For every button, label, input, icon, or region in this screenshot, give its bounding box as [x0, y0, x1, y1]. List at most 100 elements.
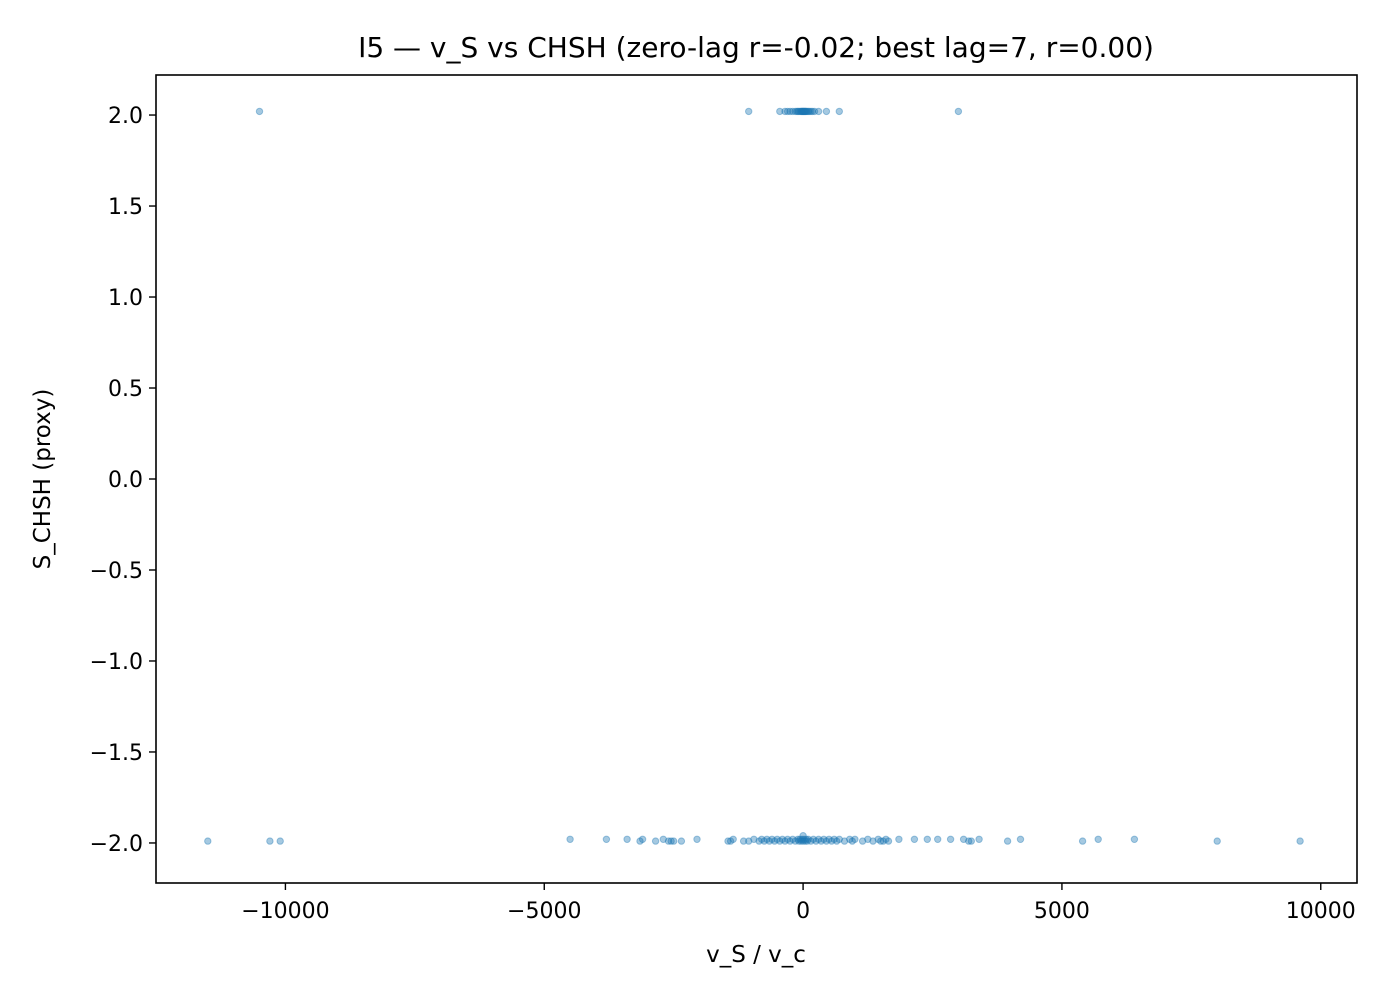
scatter-point [797, 107, 805, 116]
scatter-point [739, 837, 748, 845]
y-tick-label: −0.5 [90, 559, 143, 584]
scatter-point [797, 107, 806, 116]
scatter-point [814, 107, 823, 116]
scatter-point [1130, 835, 1139, 843]
scatter-point [869, 837, 877, 845]
scatter-point [812, 837, 820, 845]
scatter-point [848, 837, 856, 845]
scatter-point [773, 835, 781, 843]
y-tick-label: −2.0 [90, 832, 143, 857]
scatter-point [810, 107, 819, 116]
scatter-point [1003, 837, 1012, 845]
chart-title: I5 — v_S vs CHSH (zero-lag r=-0.02; best… [358, 31, 1154, 64]
scatter-point [874, 835, 882, 843]
scatter-point [1016, 835, 1025, 843]
scatter-point [726, 837, 735, 845]
scatter-point [830, 835, 838, 843]
scatter-point [800, 107, 808, 116]
scatter-point [693, 835, 701, 843]
scatter-point [835, 107, 843, 116]
scatter-point [765, 837, 774, 845]
scatter-point [801, 837, 809, 845]
y-axis-ticks: 2.0 1.5 1.0 0.5 0.0 −0.5 −1.0 −1.5 −2.0 [90, 104, 156, 857]
scatter-point [799, 837, 807, 845]
scatter-point [822, 107, 831, 116]
scatter-point [750, 835, 758, 843]
scatter-point [745, 107, 753, 116]
scatter-point [822, 837, 831, 845]
x-tick-label: −10000 [241, 899, 329, 924]
scatter-point [800, 835, 808, 843]
scatter-point [796, 107, 804, 116]
scatter-point [808, 107, 817, 116]
scatter-point [783, 107, 792, 116]
scatter-point [975, 835, 983, 843]
scatter-point [814, 835, 823, 843]
scatter-point [758, 835, 766, 843]
scatter-point [954, 107, 963, 116]
scatter-point [825, 835, 833, 843]
x-tick-label: −5000 [507, 899, 581, 924]
scatter-point [1078, 837, 1087, 845]
y-tick-label: 0.5 [108, 377, 143, 402]
scatter-point [804, 835, 812, 843]
scatter-point [266, 837, 274, 845]
scatter-point [204, 837, 212, 845]
scatter-point [802, 107, 810, 116]
scatter-point [778, 835, 787, 843]
scatter-point [1213, 837, 1221, 845]
scatter-point [801, 107, 809, 116]
scatter-point [789, 835, 797, 843]
scatter-point [946, 835, 955, 843]
y-tick-label: 1.0 [108, 286, 143, 311]
scatter-point [795, 107, 803, 116]
scatter-point [796, 835, 804, 843]
scatter-point [755, 837, 763, 845]
scatter-point [882, 835, 890, 843]
scatter-point [602, 835, 611, 843]
scatter-point [805, 107, 813, 116]
scatter-point [877, 837, 885, 845]
scatter-point [858, 837, 867, 845]
scatter-point [798, 107, 807, 116]
scatter-point [793, 107, 801, 116]
scatter-point [934, 835, 942, 843]
scatter-point [677, 837, 686, 845]
scatter-point [923, 835, 931, 843]
scatter-point [770, 837, 779, 845]
scatter-point [798, 107, 806, 116]
x-tick-label: 0 [796, 899, 810, 924]
scatter-point [884, 837, 893, 845]
scatter-point [623, 835, 631, 843]
scatter-point [255, 107, 264, 116]
scatter-point [768, 835, 776, 843]
y-tick-label: 2.0 [108, 104, 143, 129]
points-layer [204, 107, 1304, 845]
scatter-point [276, 837, 284, 845]
scatter-point [803, 107, 811, 116]
scatter-point [797, 837, 805, 845]
scatter-point [799, 107, 807, 116]
x-tick-label: 10000 [1286, 899, 1356, 924]
scatter-point [799, 107, 808, 116]
scatter-point [651, 837, 660, 845]
scatter-point [802, 835, 810, 843]
scatter-point [783, 835, 792, 843]
scatter-point [799, 832, 807, 840]
scatter-point [781, 107, 789, 116]
scatter-point [864, 835, 872, 843]
scatter-point [794, 835, 802, 843]
scatter-point [846, 835, 854, 843]
scatter-point [807, 107, 815, 116]
y-tick-label: −1.5 [90, 741, 143, 766]
scatter-point [638, 835, 647, 843]
scatter-point [895, 835, 903, 843]
scatter-point [786, 107, 794, 116]
scatter-point [798, 835, 806, 843]
scatter-point [795, 837, 803, 845]
scatter-point [817, 837, 825, 845]
scatter-point [789, 107, 797, 116]
scatter-point [809, 835, 818, 843]
